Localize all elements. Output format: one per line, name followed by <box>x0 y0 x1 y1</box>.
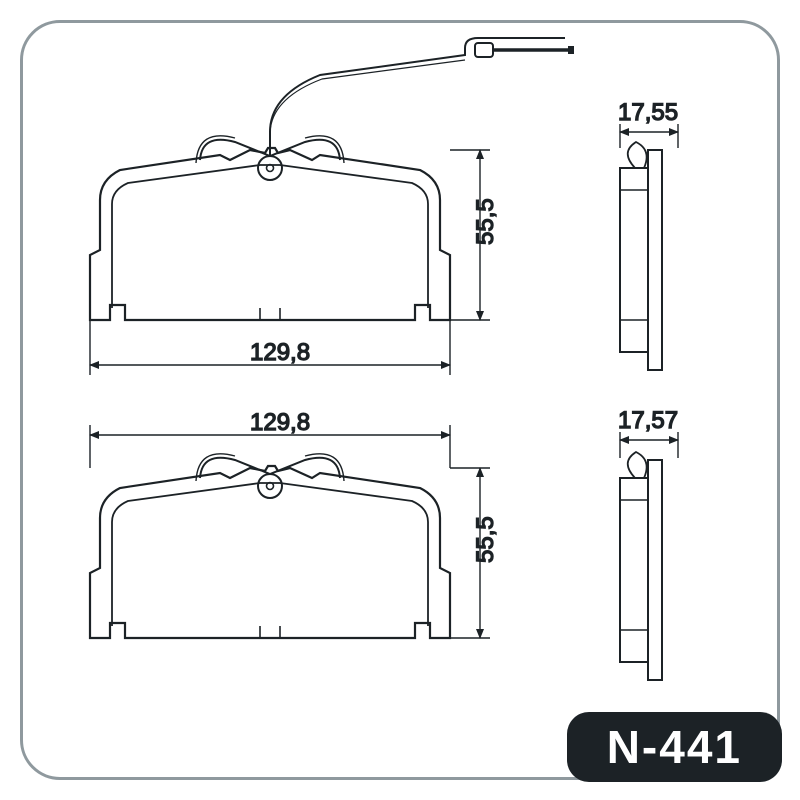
technical-drawing: 129,8 55,5 17,55 <box>20 20 780 780</box>
top-pad-side-view <box>620 142 662 370</box>
dim-top-width: 129,8 <box>250 339 310 366</box>
dim-bottom-thickness: 17,57 <box>618 407 678 434</box>
part-number-label: N-441 <box>567 712 782 782</box>
dim-top-height: 55,5 <box>472 198 499 245</box>
bottom-front-dimensions: 129,8 55,5 <box>90 409 499 638</box>
bottom-side-dimension: 17,57 <box>618 407 678 458</box>
top-pad-front-view <box>90 38 574 320</box>
dim-bottom-height: 55,5 <box>472 516 499 563</box>
dim-top-thickness: 17,55 <box>618 99 678 126</box>
bottom-pad-side-view <box>620 452 662 680</box>
dim-bottom-width: 129,8 <box>250 409 310 436</box>
top-front-dimensions: 129,8 55,5 <box>90 150 499 375</box>
top-side-dimension: 17,55 <box>618 99 678 148</box>
bottom-pad-front-view <box>90 454 450 638</box>
